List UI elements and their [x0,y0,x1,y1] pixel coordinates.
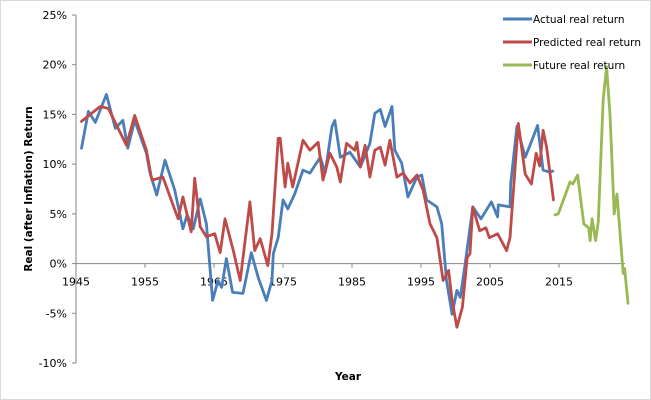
axes: 25%20%15%10%5%0%-5%-10%1945 1955 1965 1975 1… [39,9,625,370]
x-tick-label: 1995 [407,276,435,289]
y-tick-label: 0% [50,258,67,271]
x-tick-label: 1955 [131,276,159,289]
series-line-future-real-return [553,65,630,305]
legend-label: Actual real return [533,14,625,26]
x-tick-label: 1945 [62,276,90,289]
legend: Actual real return Predicted real return F… [503,14,641,72]
y-tick-label: 5% [50,208,67,221]
y-tick-label: 10% [43,158,67,171]
y-tick-label: 25% [43,9,67,22]
x-tick-label: 1975 [269,276,297,289]
y-tick-label: -5% [46,307,67,320]
legend-label: Predicted real return [533,37,641,49]
x-tick-label: 2005 [476,276,504,289]
x-axis-title: Year [334,371,362,383]
series-line-predicted-real-return [80,105,555,329]
y-axis-title: Real (after Inflation) Return [23,106,35,271]
y-tick-label: -10% [39,357,67,370]
legend-label: Future real return [533,60,625,72]
x-tick-label: 1985 [338,276,366,289]
x-tick-label: 2015 [545,276,573,289]
y-tick-label: 15% [43,108,67,121]
y-tick-label: 20% [43,59,67,72]
series-group [80,65,630,329]
series-line-actual-real-return [80,93,555,316]
